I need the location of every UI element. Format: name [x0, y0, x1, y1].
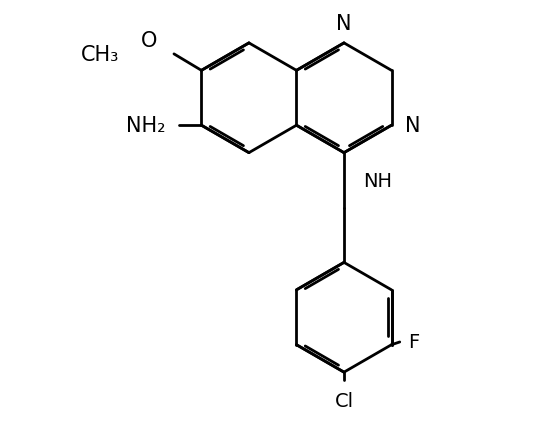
Text: F: F [408, 333, 419, 352]
Text: NH₂: NH₂ [126, 116, 166, 136]
Text: N: N [405, 116, 421, 136]
Text: Cl: Cl [334, 392, 353, 410]
Text: NH: NH [363, 171, 392, 190]
Text: N: N [336, 14, 352, 34]
Text: CH₃: CH₃ [81, 45, 119, 65]
Text: O: O [141, 31, 157, 51]
